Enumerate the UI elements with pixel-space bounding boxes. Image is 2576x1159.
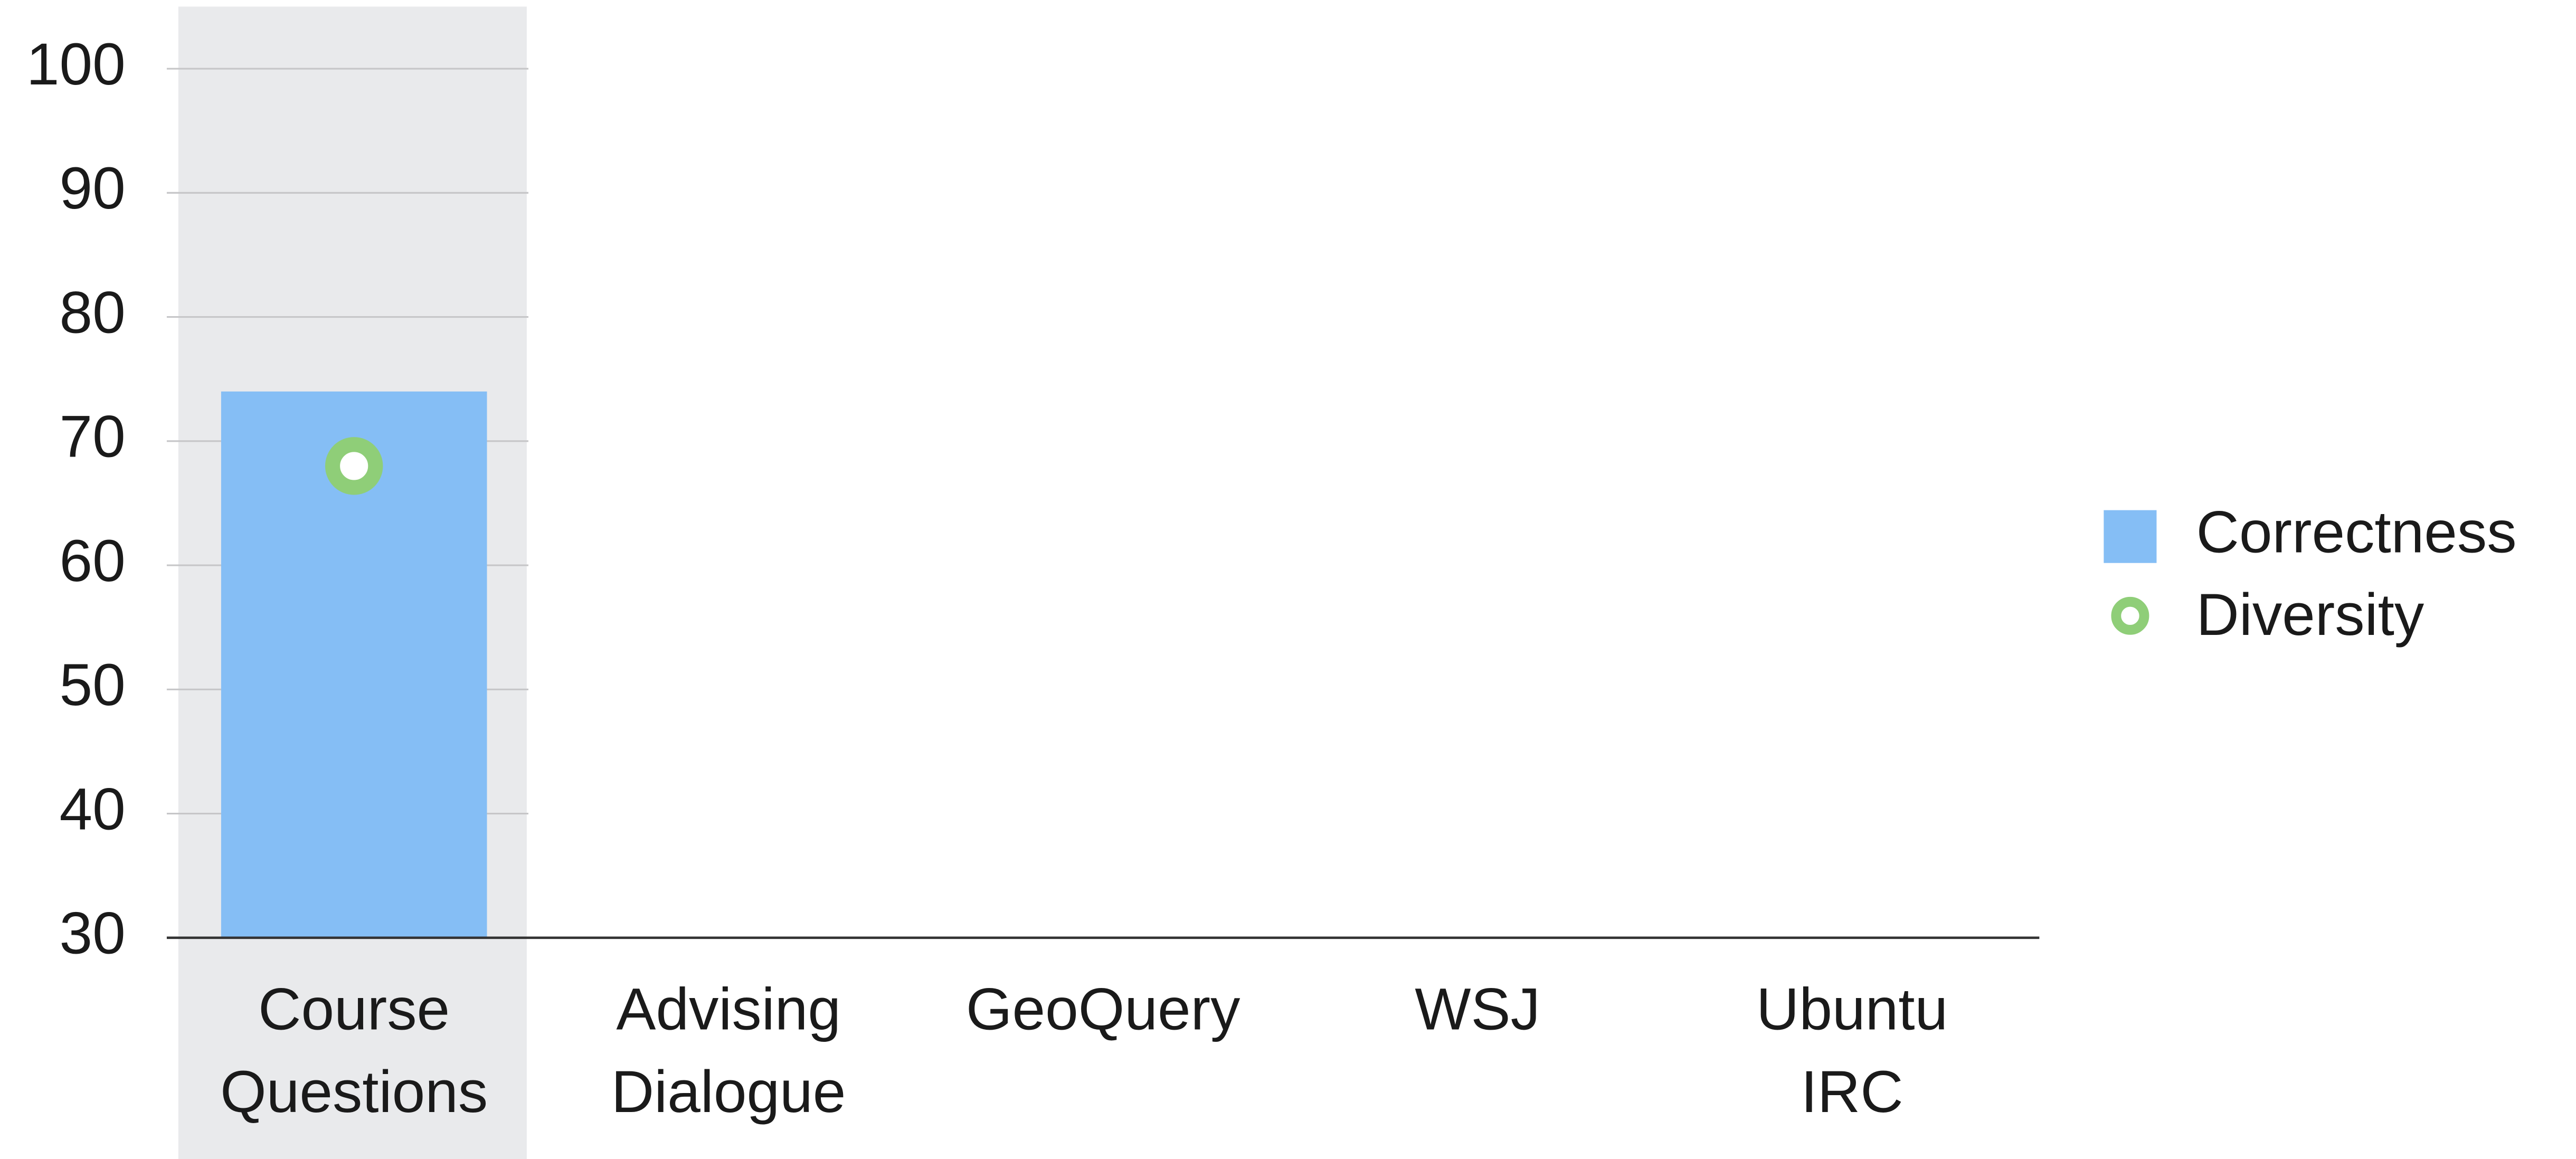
y-tick-label: 40: [59, 775, 125, 842]
y-tick-label: 100: [26, 31, 126, 97]
x-tick-label: Dialogue: [611, 1058, 846, 1125]
legend-swatch: [2104, 510, 2157, 563]
legend-label: Correctness: [2196, 498, 2517, 565]
y-tick-label: 80: [59, 279, 125, 345]
y-tick-label: 70: [59, 403, 125, 470]
y-tick-label: 60: [59, 527, 125, 594]
x-tick-label: Questions: [220, 1058, 488, 1125]
x-tick-label: Course: [258, 975, 450, 1042]
x-tick-label: GeoQuery: [966, 975, 1240, 1042]
y-tick-label: 30: [59, 900, 125, 966]
x-tick-label: Advising: [616, 975, 841, 1042]
x-tick-label: IRC: [1801, 1058, 1903, 1125]
y-tick-label: 50: [59, 651, 125, 718]
dot: [325, 437, 383, 495]
x-tick-label: WSJ: [1415, 975, 1540, 1042]
legend-swatch: [2111, 596, 2149, 635]
x-tick-label: Ubuntu: [1756, 975, 1948, 1042]
y-tick-label: 90: [59, 155, 125, 221]
legend-label: Diversity: [2196, 581, 2425, 648]
